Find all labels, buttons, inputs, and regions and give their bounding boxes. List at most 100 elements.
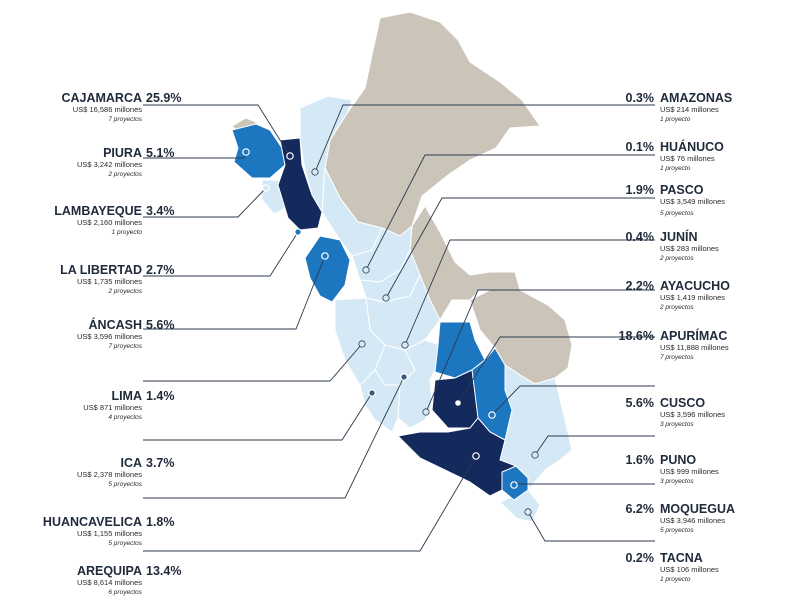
marker-puno — [531, 451, 539, 459]
region-percent: 0.2% — [625, 551, 655, 565]
region-name: CAJAMARCA — [61, 91, 142, 105]
region-cajamarca — [277, 137, 323, 231]
region-percent: 13.4% — [146, 564, 182, 578]
region-percent: 5.6% — [625, 396, 655, 410]
region-amount: US$ 8,614 millones — [76, 578, 142, 587]
leader-line-ayacucho — [425, 289, 655, 413]
region-arequipa — [396, 417, 518, 497]
marker-tacna — [524, 508, 532, 516]
region-name: LAMBAYEQUE — [54, 204, 142, 218]
region-amount: US$ 3,242 millones — [76, 160, 142, 169]
region-projects: 1 proyecto — [660, 576, 691, 583]
region-name: PUNO — [660, 453, 697, 467]
region-amount: US$ 2,378 millones — [76, 470, 142, 479]
region-projects: 4 proyectos — [108, 414, 142, 421]
region-name: MOQUEGUA — [660, 502, 735, 516]
leader-line-amazonas — [314, 104, 655, 173]
leader-line-huancavelica — [143, 376, 405, 499]
region-name: PASCO — [660, 183, 704, 197]
region-amount: US$ 3,596 millones — [660, 410, 726, 419]
region-projects: 5 proyectos — [108, 481, 142, 488]
marker-la-libertad — [294, 228, 302, 236]
region-la-libertad — [304, 235, 351, 303]
leader-line-moquegua — [513, 483, 655, 486]
marker-ica — [368, 389, 376, 397]
region-name: AREQUIPA — [76, 564, 142, 578]
marker-cusco — [488, 411, 496, 419]
marker-junin — [401, 341, 409, 349]
region-projects: 7 proyectos — [660, 354, 694, 361]
region-name: LIMA — [111, 389, 142, 403]
marker-ayacucho — [422, 408, 430, 416]
marker-amazonas — [311, 168, 319, 176]
region-projects: 7 proyectos — [108, 343, 142, 350]
marker-pasco — [382, 294, 390, 302]
leader-line-la-libertad — [143, 231, 299, 277]
leader-line-apurimac — [457, 336, 655, 404]
region-amount: US$ 1,155 millones — [76, 529, 142, 538]
leader-line-cajamarca — [143, 104, 291, 157]
region-percent: 0.3% — [625, 91, 655, 105]
region-projects: 6 proyectos — [108, 589, 142, 596]
marker-apurimac — [454, 399, 462, 407]
region-projects: 2 proyectos — [108, 171, 142, 178]
marker-moquegua — [510, 481, 518, 489]
region-amount: US$ 999 millones — [660, 467, 719, 476]
region-amount: US$ 76 millones — [660, 154, 715, 163]
marker-ancash — [321, 252, 329, 260]
marker-lima — [358, 340, 366, 348]
region-projects: 3 proyectos — [660, 421, 694, 428]
leader-line-cusco — [491, 385, 655, 416]
region-name: AMAZONAS — [660, 91, 733, 105]
region-percent: 5.6% — [146, 318, 175, 332]
region-percent: 2.2% — [625, 279, 655, 293]
marker-piura — [242, 148, 250, 156]
region-markers — [242, 148, 539, 516]
leader-line-tacna — [527, 511, 655, 542]
marker-arequipa — [472, 452, 480, 460]
region-projects: 1 proyecto — [111, 229, 142, 236]
region-amount: US$ 214 millones — [660, 105, 719, 114]
leader-line-junin — [404, 239, 655, 346]
region-name: TACNA — [660, 551, 703, 565]
region-name: AYACUCHO — [660, 279, 730, 293]
leader-lines — [143, 104, 655, 552]
region-percent: 0.1% — [625, 140, 655, 154]
region-amount: US$ 11,888 millones — [660, 343, 729, 352]
marker-huanuco — [362, 266, 370, 274]
marker-cajamarca — [286, 152, 294, 160]
region-percent: 1.9% — [625, 183, 655, 197]
region-projects: 1 proyecto — [660, 116, 691, 123]
leader-line-huanuco — [365, 154, 655, 271]
region-percent: 6.2% — [625, 502, 655, 516]
region-projects: 2 proyectos — [108, 288, 142, 295]
region-percent: 0.4% — [625, 230, 655, 244]
region-name: PIURA — [103, 146, 142, 160]
region-name: HUÁNUCO — [660, 140, 724, 154]
region-name: JUNÍN — [660, 230, 698, 244]
region-projects: 5 proyectos — [660, 210, 694, 217]
region-ancash-arequipa-apurimac-core — [431, 369, 479, 429]
region-name: HUANCAVELICA — [42, 515, 142, 529]
region-amount: US$ 1,735 millones — [76, 277, 142, 286]
region-name: ICA — [120, 456, 142, 470]
region-percent: 18.6% — [618, 329, 654, 343]
region-name: LA LIBERTAD — [60, 263, 142, 277]
leader-line-pasco — [385, 197, 655, 299]
region-percent: 1.4% — [146, 389, 175, 403]
region-name: ÁNCASH — [88, 318, 142, 332]
region-amount: US$ 871 millones — [83, 403, 142, 412]
leader-line-lambayeque — [143, 187, 267, 218]
leader-line-ica — [143, 392, 373, 441]
region-percent: 25.9% — [146, 91, 182, 105]
leader-line-lima — [143, 343, 363, 382]
region-projects: 1 proyecto — [660, 165, 691, 172]
region-name: CUSCO — [660, 396, 706, 410]
region-projects: 5 proyectos — [108, 540, 142, 547]
region-percent: 3.4% — [146, 204, 175, 218]
region-amount: US$ 2,160 millones — [76, 218, 142, 227]
region-projects: 7 proyectos — [108, 116, 142, 123]
region-projects: 2 proyectos — [660, 255, 694, 262]
region-percent: 1.8% — [146, 515, 175, 529]
